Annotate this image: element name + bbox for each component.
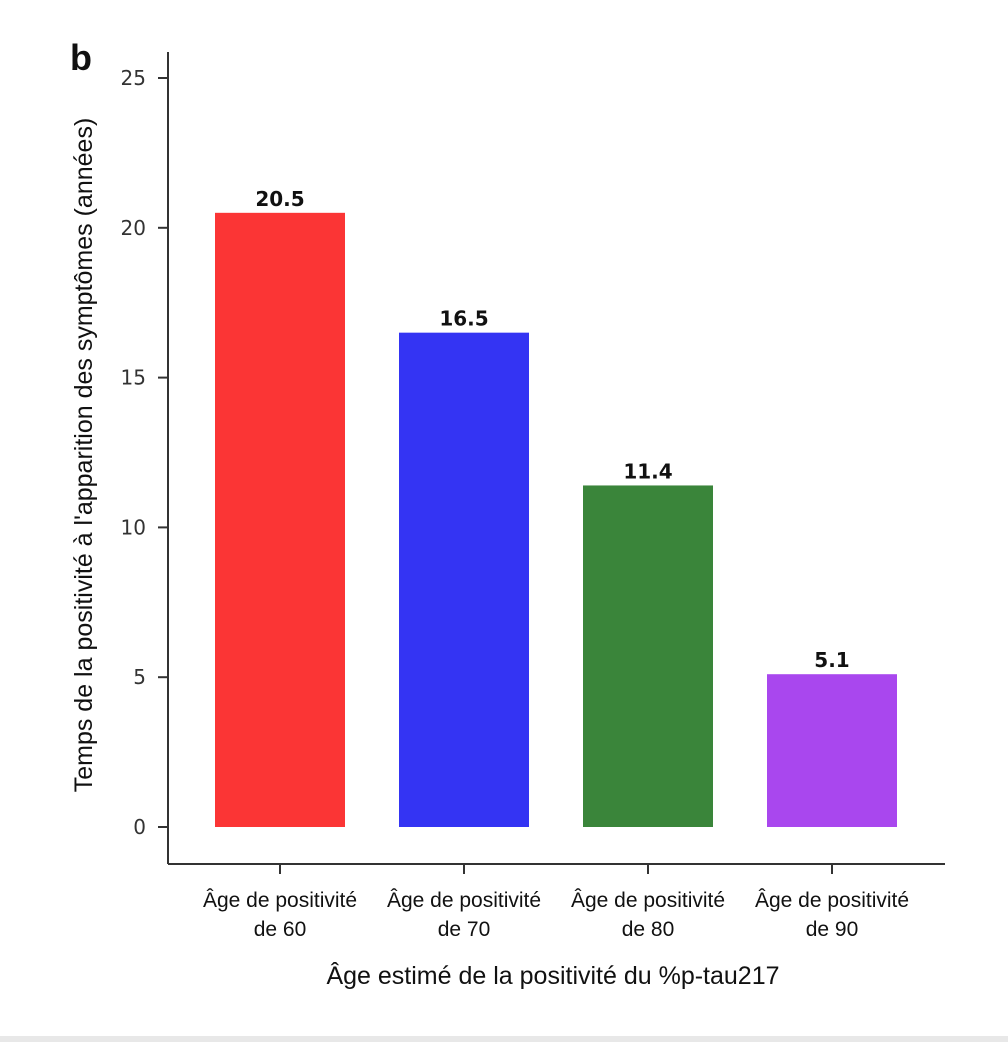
bar-value-label: 11.4: [623, 459, 672, 483]
y-tick-label: 15: [121, 366, 146, 390]
y-tick-label: 10: [121, 515, 146, 539]
data-labels-group: 20.5 16.5 11.4 5.1: [255, 187, 849, 672]
bottom-divider: [0, 1036, 1008, 1042]
x-tick-label: de 70: [438, 918, 491, 941]
bar: [583, 485, 713, 827]
y-axis: 0 5 10 15 20 25: [121, 52, 169, 864]
x-tick-label: de 80: [622, 918, 675, 941]
panel-letter: b: [70, 37, 92, 78]
bar-value-label: 20.5: [255, 187, 304, 211]
x-axis-title: Âge estimé de la positivité du %p-tau217: [326, 961, 779, 990]
bar: [215, 212, 345, 827]
y-axis-title: Temps de la positivité à l'apparition de…: [70, 118, 98, 793]
y-tick-label: 25: [121, 66, 146, 90]
x-tick-label: Âge de positivité: [755, 889, 909, 912]
category-labels-group: Âge de positivité de 60 Âge de positivité d…: [203, 889, 909, 941]
bar: [399, 332, 529, 827]
bar: [767, 674, 897, 827]
y-tick-label: 5: [133, 665, 146, 689]
x-tick-label: de 60: [254, 918, 307, 941]
x-tick-label: de 90: [806, 918, 859, 941]
x-tick-label: Âge de positivité: [203, 889, 357, 912]
y-tick-label: 20: [121, 216, 146, 240]
x-tick-label: Âge de positivité: [387, 889, 541, 912]
bars-group: [215, 212, 897, 827]
bar-value-label: 16.5: [439, 307, 488, 331]
x-tick-label: Âge de positivité: [571, 889, 725, 912]
x-axis: [168, 863, 945, 874]
y-tick-label: 0: [133, 815, 146, 839]
bar-value-label: 5.1: [814, 648, 849, 672]
